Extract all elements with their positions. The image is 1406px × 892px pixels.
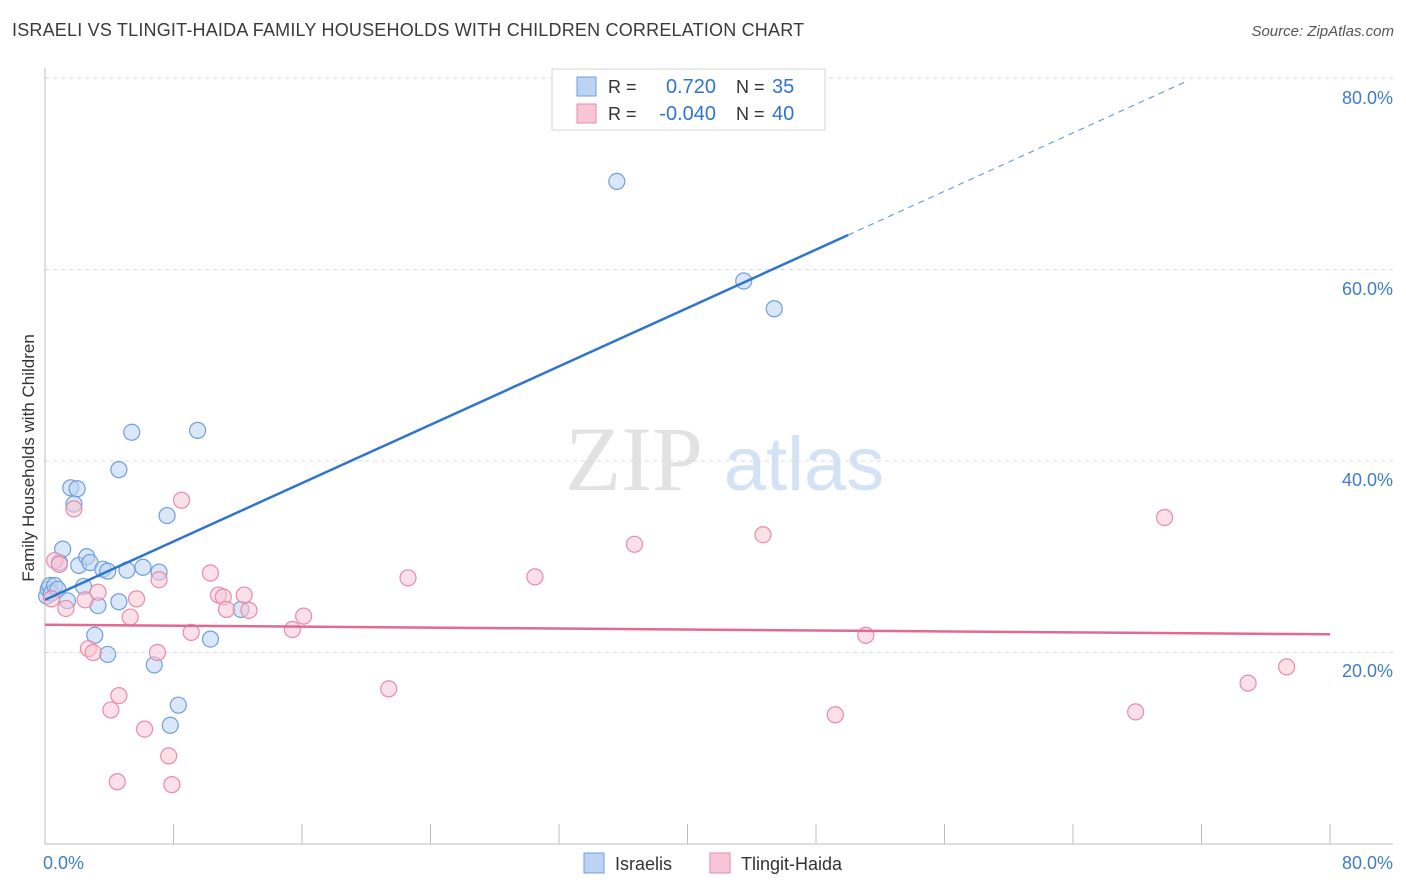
point-israelis-21 [110,593,128,611]
point-tlingit-haida-5 [76,591,94,609]
stats-r-label-israelis: R = [608,77,637,97]
point-tlingit-haida-26 [240,601,258,619]
stats-n-label-israelis: N = [736,77,765,97]
trendline-israelis-extension [847,81,1186,236]
trendline-tlingit-haida [44,623,1331,636]
trend-layer [44,81,1331,636]
point-tlingit-haida-31 [526,568,544,586]
point-tlingit-haida-14 [135,720,154,738]
point-tlingit-haida-29 [380,680,398,698]
point-tlingit-haida-10 [108,773,126,791]
point-israelis-28 [158,506,176,525]
points-layer [38,172,1296,794]
y-tick-label-40: 40.0% [1342,470,1393,490]
chart-title: ISRAELI VS TLINGIT-HAIDA FAMILY HOUSEHOL… [12,20,805,40]
watermark-zip: ZIP [565,408,703,510]
chart-source: Source: ZipAtlas.com [1251,23,1394,40]
point-tlingit-haida-11 [110,686,128,705]
point-tlingit-haida-12 [121,608,139,626]
stats-legend: R = 0.720 N = 35 R = -0.040 N = 40 [551,68,826,131]
point-israelis-11 [68,480,86,498]
point-tlingit-haida-33 [754,526,772,544]
grid-layer [45,77,1393,653]
point-tlingit-haida-2 [50,555,69,574]
point-israelis-20 [99,645,117,664]
y-tick-label-60: 60.0% [1342,279,1393,299]
series-legend: Israelis Tlingit-Haida [583,852,843,874]
series-legend-label-tlingit-haida: Tlingit-Haida [741,854,843,874]
point-tlingit-haida-7 [84,643,102,662]
point-tlingit-haida-19 [172,491,191,509]
point-israelis-32 [201,630,220,648]
point-tlingit-haida-39 [1278,658,1296,676]
point-tlingit-haida-27 [283,620,301,639]
axes-layer [44,68,1393,845]
point-tlingit-haida-13 [127,590,146,608]
point-israelis-22 [110,461,128,479]
point-tlingit-haida-30 [399,569,417,587]
series-legend-swatch-israelis [583,852,605,874]
stats-legend-box [551,68,826,131]
stats-n-label-tlingit-haida: N = [736,104,765,124]
y-tick-label-80: 80.0% [1342,88,1393,108]
x-tick-label-min: 0.0% [43,853,84,873]
point-israelis-36 [765,300,783,318]
point-tlingit-haida-36 [1127,703,1145,721]
point-tlingit-haida-34 [826,706,844,724]
point-tlingit-haida-20 [182,623,200,641]
point-tlingit-haida-4 [65,500,83,518]
point-tlingit-haida-9 [102,701,120,719]
trendline-israelis [44,233,849,601]
point-israelis-25 [134,558,152,576]
series-legend-label-israelis: Israelis [615,854,672,874]
point-tlingit-haida-21 [201,564,220,582]
stats-n-value-tlingit-haida: 40 [772,103,794,125]
point-tlingit-haida-15 [148,643,167,662]
point-tlingit-haida-3 [57,599,75,618]
stats-n-value-israelis: 35 [772,76,794,98]
stats-r-value-israelis: 0.720 [666,76,716,98]
stats-r-value-tlingit-haida: -0.040 [659,103,716,125]
point-israelis-24 [123,423,141,441]
y-axis-label: Family Households with Children [19,334,38,582]
point-tlingit-haida-24 [217,600,236,619]
point-tlingit-haida-38 [1239,674,1257,692]
point-tlingit-haida-28 [295,607,313,625]
point-tlingit-haida-17 [160,747,178,765]
point-israelis-30 [169,696,187,714]
stats-legend-swatch-israelis [576,76,597,97]
series-legend-swatch-tlingit-haida [709,852,731,874]
stats-legend-swatch-tlingit-haida [576,103,597,124]
point-israelis-31 [188,421,207,439]
point-israelis-29 [161,716,179,734]
point-tlingit-haida-25 [235,586,253,604]
point-tlingit-haida-37 [1155,508,1174,527]
x-tick-label-max: 80.0% [1342,853,1393,873]
point-tlingit-haida-8 [89,583,107,601]
point-tlingit-haida-18 [163,776,181,794]
stats-r-label-tlingit-haida: R = [608,104,637,124]
point-tlingit-haida-16 [150,571,168,589]
watermark-atlas: atlas [724,422,885,507]
y-tick-label-20: 20.0% [1342,661,1393,681]
point-tlingit-haida-32 [625,535,644,553]
point-israelis-34 [608,172,626,191]
